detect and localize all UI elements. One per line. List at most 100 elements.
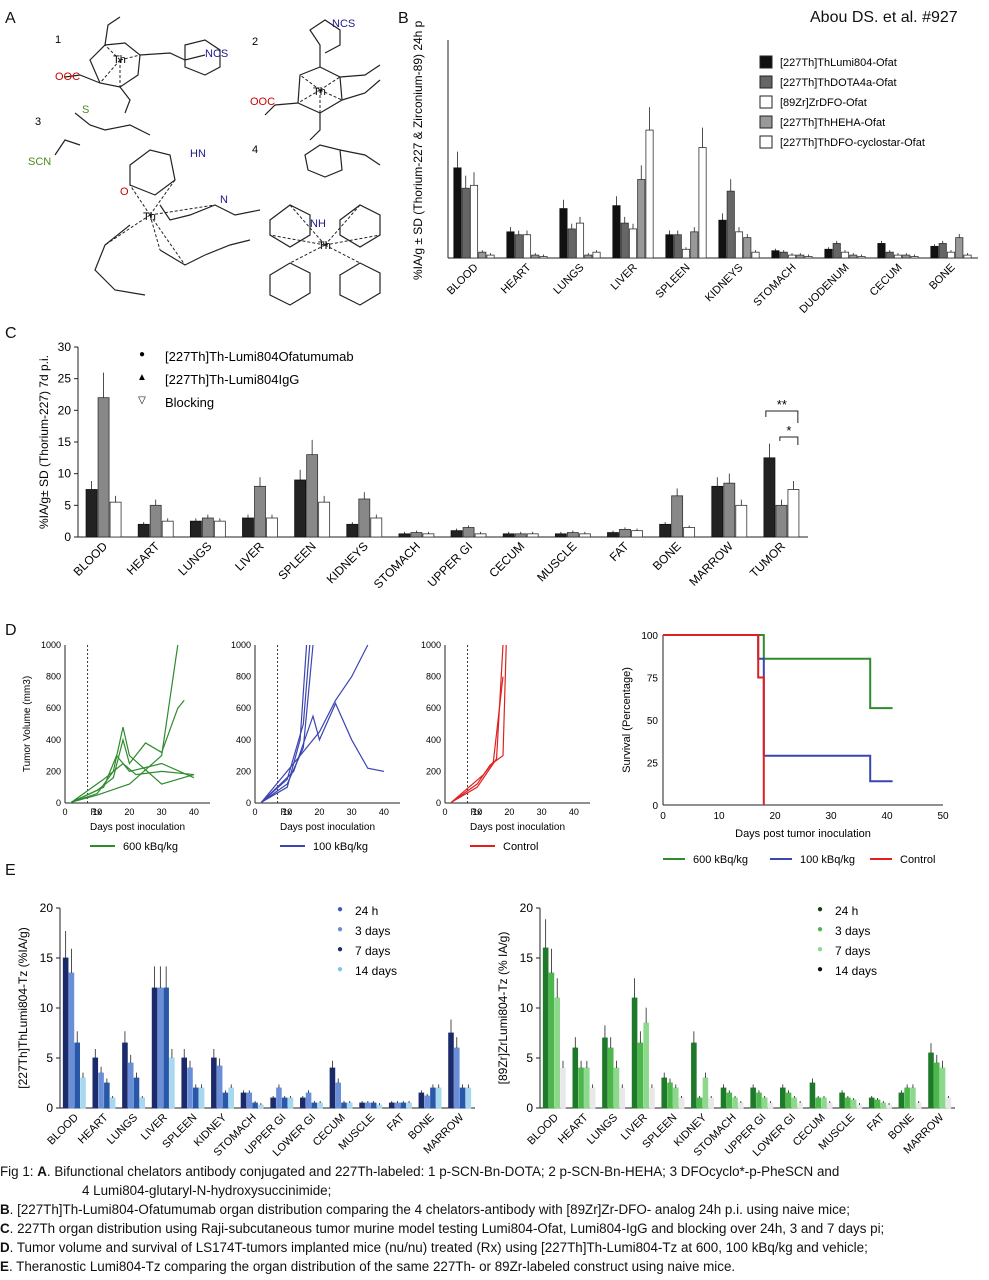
bar <box>756 1092 762 1109</box>
bar <box>539 256 548 259</box>
bar <box>450 530 463 538</box>
bar <box>346 1102 353 1109</box>
bar <box>767 1102 774 1109</box>
rx-label: Rx <box>471 807 482 817</box>
bar <box>619 1087 626 1109</box>
x-axis-label: Days post inoculation <box>90 822 185 833</box>
bar <box>904 1087 910 1109</box>
legend-marker: ● <box>817 964 823 975</box>
legend-swatch <box>759 55 773 69</box>
significance-bracket <box>779 436 799 445</box>
legend-marker: ● <box>337 924 343 935</box>
struct-3-th-atom: Th <box>143 211 156 223</box>
legend-label: [227Th]ThLumi804-Ofat <box>780 57 897 69</box>
bar <box>161 520 174 538</box>
bar <box>192 1087 199 1109</box>
panel-e-zr-chart: 05101520BLOODHEARTLUNGSLIVERSPLEENKIDNEY… <box>496 901 955 1159</box>
x-axis-label: Days post inoculation <box>470 822 565 833</box>
legend-label: 24 h <box>355 904 378 918</box>
y-tick-label: 15 <box>520 951 534 965</box>
bar <box>478 251 487 259</box>
bar <box>893 254 903 259</box>
bar <box>856 1104 863 1109</box>
bar <box>486 254 495 259</box>
y-tick-label: 0 <box>56 798 61 808</box>
bar <box>631 997 638 1109</box>
bar <box>584 254 593 259</box>
legend-label: Control <box>900 854 935 866</box>
legend-label: [227Th]ThDFO-cyclostar-Ofat <box>780 137 925 149</box>
bar <box>779 251 788 259</box>
bar <box>514 533 527 538</box>
bar <box>469 184 479 259</box>
bar <box>300 1097 306 1109</box>
bar <box>578 1067 584 1109</box>
significance-bracket <box>765 410 799 423</box>
bar <box>607 532 619 538</box>
tumor-volume-line <box>71 754 195 803</box>
bar <box>751 251 760 259</box>
struct-3-number: 3 <box>35 116 41 128</box>
bar <box>683 527 696 538</box>
y-tick-label: 0 <box>436 798 441 808</box>
x-tick-label: LUNGS <box>175 539 214 578</box>
y-tick-label: 30 <box>58 340 72 354</box>
bar <box>258 1104 264 1109</box>
legend-label: 24 h <box>835 904 858 918</box>
struct-1-coo: OOC <box>55 71 80 83</box>
bar <box>474 533 487 538</box>
bar <box>690 231 699 259</box>
bar <box>85 489 98 538</box>
panel-letter-d: D <box>5 622 17 639</box>
bar <box>938 243 947 259</box>
bar <box>649 1087 655 1109</box>
legend-marker: ● <box>817 944 823 955</box>
y-tick-label: 1000 <box>231 640 251 650</box>
y-axis-label: Tumor Volume (mm3) <box>22 676 33 772</box>
bar <box>189 520 202 538</box>
x-tick-label: 40 <box>189 807 199 817</box>
x-tick-label: 10 <box>92 807 102 817</box>
bar <box>240 1092 247 1109</box>
bar <box>137 523 150 538</box>
bar <box>910 256 919 259</box>
bar <box>287 1097 294 1109</box>
bar <box>898 1092 905 1109</box>
bar <box>735 504 748 538</box>
x-tick-label: 30 <box>825 811 837 822</box>
bar <box>506 231 515 259</box>
bar <box>341 1102 347 1109</box>
bar <box>659 523 672 538</box>
bar <box>572 1047 579 1109</box>
bar <box>885 251 894 259</box>
y-tick-label: 400 <box>46 735 61 745</box>
y-tick-label: 50 <box>647 716 659 727</box>
bar <box>453 1047 460 1109</box>
y-tick-label: 400 <box>236 735 251 745</box>
bar <box>933 1062 940 1109</box>
bar <box>868 1097 875 1109</box>
bar <box>418 1092 425 1109</box>
bar <box>928 1052 934 1109</box>
bar <box>358 498 371 538</box>
bar <box>602 1037 608 1109</box>
bar <box>127 1062 134 1109</box>
tumor-volume-line <box>261 644 311 803</box>
significance-label: ** <box>777 397 787 412</box>
bar <box>592 251 601 259</box>
x-tick-label: 50 <box>937 811 949 822</box>
bar <box>637 1042 644 1109</box>
bar <box>711 485 724 538</box>
bar <box>955 237 964 259</box>
struct-4-number: 4 <box>252 144 258 156</box>
bar <box>708 1097 714 1109</box>
bar <box>578 533 591 538</box>
legend-label: [227Th]ThDOTA4a-Ofat <box>780 77 897 89</box>
bar <box>804 256 813 259</box>
bar <box>422 533 435 538</box>
x-tick-label: 10 <box>713 811 725 822</box>
bar <box>531 254 540 259</box>
legend-marker: ▲ <box>137 372 147 383</box>
x-tick-label: LUNGS <box>585 1112 620 1147</box>
caption-line-2: 4 Lumi804-glutaryl-N-hydroxysuccinimide; <box>82 1183 332 1198</box>
